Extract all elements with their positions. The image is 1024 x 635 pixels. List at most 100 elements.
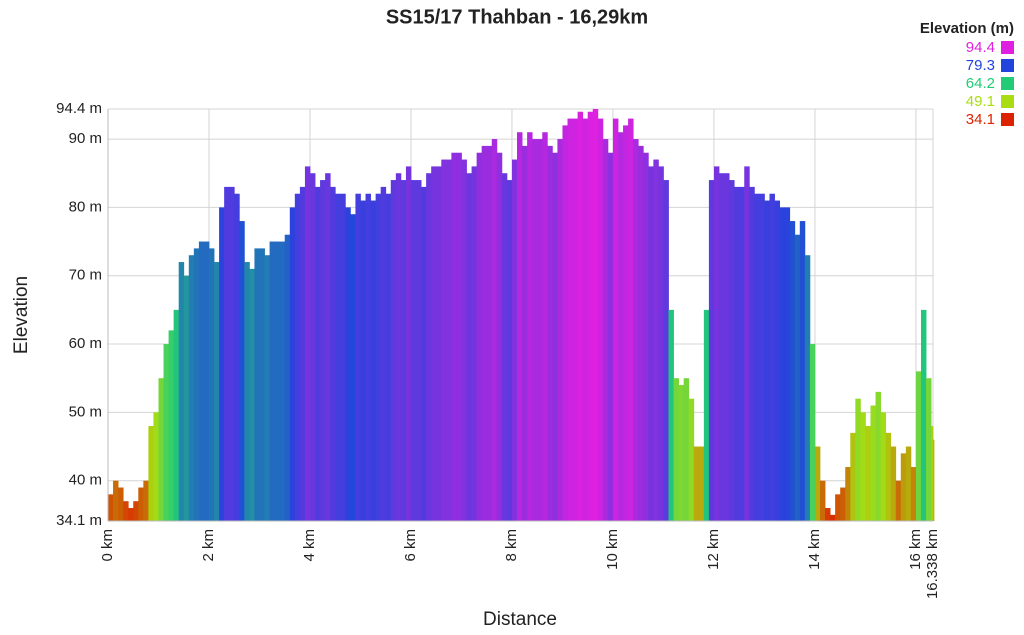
legend-label: 49.1 — [966, 93, 995, 110]
elevation-bar — [552, 152, 558, 521]
x-tick-label: 0 km — [99, 529, 116, 562]
elevation-bar — [431, 166, 437, 521]
elevation-bar — [623, 125, 629, 521]
elevation-bar — [471, 166, 478, 521]
elevation-bar — [759, 193, 765, 521]
elevation-bar — [426, 173, 432, 522]
elevation-bar — [118, 487, 124, 521]
elevation-bar — [486, 145, 493, 522]
elevation-bar — [522, 145, 528, 522]
elevation-bar — [875, 391, 881, 521]
elevation-bar — [496, 152, 503, 521]
elevation-bar — [143, 480, 149, 521]
elevation-bar — [915, 371, 922, 521]
elevation-bar — [395, 173, 402, 522]
elevation-bar — [577, 111, 584, 521]
elevation-bar — [542, 132, 548, 521]
elevation-bar — [688, 398, 695, 521]
elevation-bar — [638, 145, 644, 522]
x-tick-label: 14 km — [806, 529, 823, 570]
elevation-bar — [905, 446, 912, 521]
elevation-bar — [587, 111, 594, 521]
elevation-bar — [269, 241, 276, 521]
elevation-bar — [693, 446, 700, 521]
elevation-bar — [729, 180, 735, 521]
y-tick-label: 40 m — [69, 472, 102, 489]
x-tick-label: 6 km — [402, 529, 419, 562]
elevation-bar — [673, 378, 680, 521]
elevation-bar — [880, 412, 887, 521]
legend-swatch — [1001, 95, 1014, 108]
elevation-bar — [148, 426, 154, 521]
elevation-bar — [931, 426, 934, 521]
y-tick-label: 60 m — [69, 335, 102, 352]
legend-label: 79.3 — [966, 57, 995, 74]
elevation-bar — [193, 248, 200, 521]
elevation-bar — [259, 248, 265, 521]
elevation-bar — [825, 508, 831, 521]
elevation-bar — [819, 480, 826, 521]
elevation-bar — [511, 159, 518, 521]
elevation-bar — [274, 241, 281, 521]
elevation-bar — [607, 152, 614, 521]
elevation-bar — [567, 118, 573, 522]
elevation-bar — [133, 501, 139, 521]
x-tick-label: 2 km — [200, 529, 217, 562]
elevation-bar — [264, 255, 270, 522]
elevation-bar — [158, 378, 164, 521]
elevation-bar — [466, 173, 472, 522]
elevation-bar — [400, 180, 407, 521]
x-tick-label: 4 km — [301, 529, 318, 562]
elevation-bar — [168, 330, 175, 521]
elevation-bar — [739, 186, 745, 521]
elevation-bar — [350, 214, 356, 521]
elevation-bar — [920, 309, 927, 521]
elevation-bar — [128, 508, 134, 521]
elevation-bar — [870, 405, 876, 521]
elevation-bar — [933, 439, 935, 521]
elevation-bar — [335, 193, 341, 521]
elevation-bar — [749, 186, 755, 521]
elevation-bar — [234, 193, 240, 521]
elevation-bar — [708, 180, 715, 521]
elevation-bar — [804, 255, 811, 522]
elevation-bar — [703, 309, 710, 521]
elevation-bar — [860, 412, 866, 521]
elevation-bar — [734, 186, 740, 521]
elevation-bar — [385, 193, 392, 521]
elevation-bar — [224, 186, 230, 521]
elevation-bar — [668, 309, 674, 521]
elevation-bar — [532, 139, 538, 521]
elevation-bar — [380, 186, 387, 521]
legend-swatch — [1001, 113, 1014, 126]
elevation-bar — [527, 132, 533, 521]
legend-swatch — [1001, 59, 1014, 72]
elevation-bar — [461, 159, 467, 521]
elevation-bar — [375, 193, 382, 521]
elevation-bar — [840, 487, 846, 521]
elevation-bar — [123, 501, 129, 521]
elevation-bar — [501, 173, 508, 522]
elevation-bar — [284, 234, 291, 521]
y-axis-label: Elevation — [11, 276, 32, 354]
elevation-bar — [850, 432, 856, 521]
elevation-bar — [602, 139, 609, 521]
elevation-bar — [764, 200, 770, 522]
elevation-bar — [451, 152, 457, 521]
legend-title: Elevation (m) — [920, 20, 1014, 37]
elevation-bar — [355, 193, 361, 521]
elevation-bar — [794, 234, 801, 521]
elevation-bar — [229, 186, 235, 521]
elevation-bar — [562, 125, 568, 521]
elevation-bar — [537, 139, 543, 521]
elevation-bar — [370, 200, 377, 522]
legend-label: 34.1 — [966, 111, 995, 128]
elevation-bar — [618, 132, 624, 521]
elevation-bar — [718, 173, 725, 522]
chart-title: SS15/17 Thahban - 16,29km — [386, 6, 648, 28]
elevation-bar — [289, 207, 296, 521]
elevation-bar — [547, 145, 553, 522]
elevation-bar — [592, 109, 599, 521]
elevation-bar — [421, 186, 427, 521]
